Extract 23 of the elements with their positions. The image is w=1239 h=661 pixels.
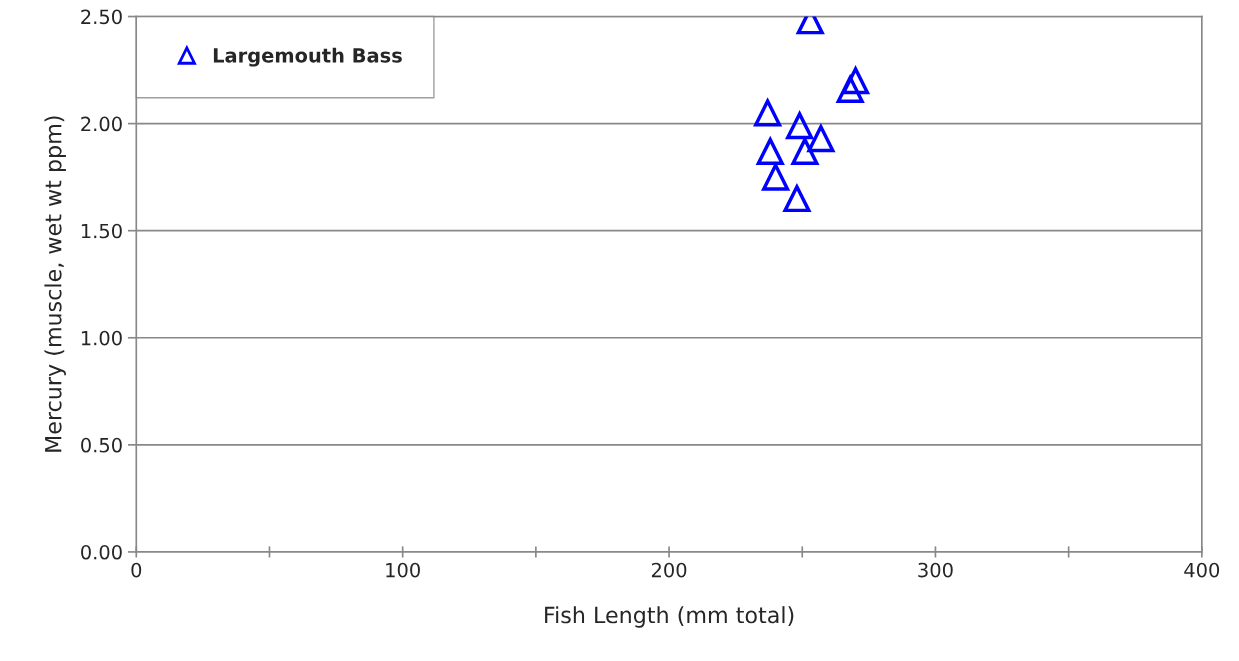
y-tick-label: 0.00 — [81, 544, 122, 560]
point — [754, 99, 782, 127]
x-tick-label: 100 — [386, 562, 420, 578]
y-axis-title: Mercury (muscle, wet wt ppm) — [44, 116, 66, 452]
y-tick-label: 1.50 — [81, 223, 122, 239]
point — [761, 161, 791, 191]
x-tick-label: 0 — [131, 562, 142, 578]
point — [841, 67, 870, 95]
point — [807, 125, 835, 153]
x-tick-label: 400 — [1184, 562, 1220, 578]
y-tick-label: 2.50 — [81, 9, 122, 25]
point — [783, 185, 811, 213]
x-tick-label: 200 — [651, 562, 687, 578]
y-tick-label: 1.00 — [81, 330, 122, 346]
x-axis-title: Fish Length (mm total) — [545, 606, 794, 628]
point — [790, 135, 820, 165]
point — [835, 73, 865, 103]
point — [786, 112, 814, 140]
y-tick-label: 0.50 — [81, 437, 122, 453]
point — [755, 135, 785, 165]
y-tick-label: 2.00 — [81, 116, 122, 132]
x-tick-label: 300 — [918, 562, 953, 578]
legend-label: Largemouth Bass — [213, 47, 402, 67]
